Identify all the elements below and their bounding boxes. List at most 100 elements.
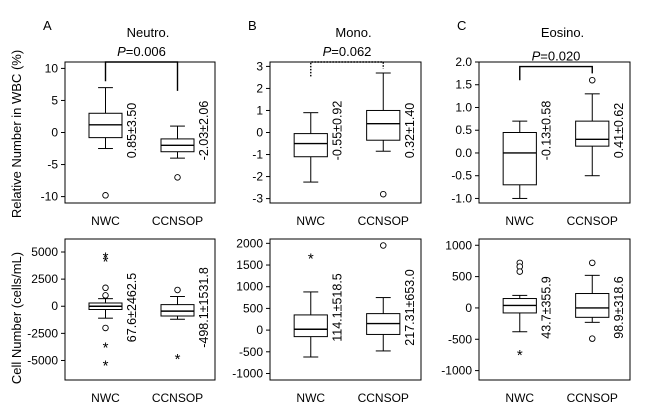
y-tick-label: 1.5 (455, 78, 472, 92)
chart-panel-c-top: -1.0 -0.5 0.0 0.5 1.0 1.5 2.0 NWC CCNSOP C Eosino.… (451, 18, 631, 228)
y-tick-label: -2500 (27, 326, 58, 340)
y-tick-label: 5000 (31, 245, 58, 259)
y-tick-label: 5 (51, 93, 58, 107)
p-value-number: =0.062 (331, 44, 371, 59)
outlier-star: * (103, 339, 109, 356)
plot-frame (269, 238, 422, 381)
panel-letter: B (248, 18, 257, 33)
y-tick-label: 0 (256, 126, 263, 140)
y-tick-label: -3 (252, 192, 263, 206)
x-category-label: NWC (296, 391, 325, 405)
chart-panel-c-bottom: -1000 -500 0 500 1000 NWC CCNSOP * 43.7±355.9 98.… (441, 238, 631, 405)
box-nwc: * 114.1±518.5 (293, 250, 344, 358)
y-tick-label: 500 (452, 270, 472, 284)
x-category-label: NWC (91, 214, 120, 228)
box-ccnsop: 0.41±0.62 (575, 76, 626, 177)
box-ccnsop: -2.03±2.06 (160, 101, 211, 181)
bracket-line (310, 61, 384, 77)
y-tick-label: 0 (51, 126, 58, 140)
outlier-circle (102, 292, 109, 299)
y-tick-label: 1.0 (455, 100, 472, 114)
y-tick-label: -5000 (27, 353, 58, 367)
outlier-star: * (103, 358, 109, 375)
y-axis-label-bottom: Cell Number (cells/mL) (9, 252, 24, 384)
iqr-box (575, 120, 610, 147)
y-tick-label: 0.0 (455, 146, 472, 160)
y-axis-label-top: Relative Number in WBC (%) (9, 50, 24, 218)
x-category-label: NWC (505, 391, 534, 405)
box-nwc: -0.55±0.92 (293, 101, 344, 183)
x-category-label: NWC (296, 214, 325, 228)
stat-label: 98.9±318.6 (612, 276, 626, 339)
stat-label: 0.85±3.50 (125, 103, 139, 159)
panel-title: Neutro. (127, 25, 170, 40)
y-tick-label: -10 (41, 190, 59, 204)
bracket-line (104, 61, 179, 91)
y-tick-label: -1.0 (451, 191, 472, 205)
iqr-box (160, 304, 195, 317)
iqr-box (293, 133, 328, 158)
x-category-label: CCNSOP (567, 214, 618, 228)
outlier-star: * (103, 254, 109, 271)
stat-label: 43.7±355.9 (539, 276, 553, 339)
y-tick-label: 1500 (236, 258, 263, 272)
y-tick-label: 0 (256, 323, 263, 337)
stat-label: -0.55±0.92 (330, 101, 344, 161)
y-tick-label: 2 (256, 81, 263, 95)
y-tick-label: -2 (252, 170, 263, 184)
panel-title: Mono. (335, 25, 371, 40)
x-category-label: CCNSOP (152, 391, 203, 405)
panel-letter: A (43, 18, 52, 33)
outlier-star: * (308, 250, 314, 267)
iqr-box (575, 293, 610, 318)
outlier-circle (102, 284, 109, 292)
x-category-label: CCNSOP (152, 214, 203, 228)
y-tick-label: -1 (252, 148, 263, 162)
outlier-circle (174, 286, 181, 294)
y-tick-label: 0.5 (455, 123, 472, 137)
plot-frame (64, 238, 216, 381)
p-value-text: P=0.020 (532, 49, 581, 64)
box-nwc: * 43.7±355.9 (502, 259, 553, 364)
stat-label: 67.6±2462.5 (125, 273, 139, 342)
outlier-star: * (175, 351, 181, 368)
stat-label: -0.13±0.58 (539, 101, 553, 161)
y-tick-label: 1 (256, 103, 263, 117)
iqr-box (293, 314, 328, 338)
y-tick-label: -1000 (232, 366, 263, 380)
p-value-symbol: P (532, 49, 541, 64)
y-tick-label: 1000 (445, 238, 472, 252)
significance-bracket: P=0.062 (310, 44, 384, 77)
y-tick-label: 2000 (236, 236, 263, 250)
y-tick-label: 10 (45, 61, 59, 75)
y-tick-label: 500 (243, 301, 263, 315)
y-tick-label: -1000 (441, 364, 472, 378)
significance-bracket: P=0.020 (519, 49, 593, 81)
y-tick-label: 0 (51, 299, 58, 313)
stat-label: -498.1±1531.8 (197, 267, 211, 348)
outlier-star: * (103, 249, 109, 266)
y-tick-label: -500 (239, 345, 263, 359)
plot-frame (478, 61, 631, 204)
outlier-circle (589, 76, 596, 84)
iqr-box (502, 132, 537, 186)
outlier-circle (589, 259, 596, 267)
stat-label: 0.41±0.62 (612, 103, 626, 159)
p-value-text: P=0.006 (117, 44, 166, 59)
box-ccnsop: * -498.1±1531.8 (160, 267, 211, 368)
outlier-circle (102, 324, 109, 332)
y-tick-label: 0 (465, 301, 472, 315)
x-category-label: NWC (505, 214, 534, 228)
chart-panel-b-bottom: -1000 -500 0 500 1000 1500 2000 NWC CCNSOP * 114.1… (232, 236, 422, 405)
outlier-circle (589, 335, 596, 342)
bracket-line (519, 65, 593, 81)
outlier-circle (516, 268, 524, 275)
box-ccnsop: 98.9±318.6 (575, 259, 626, 342)
y-tick-label: -500 (448, 332, 472, 346)
y-tick-label: 2500 (31, 272, 58, 286)
p-value-symbol: P (117, 44, 126, 59)
chart-panel-a-top: -10 -5 0 5 10 NWC CCNSOP A Neutro. 0.85±3.50 -2.03… (41, 18, 216, 228)
iqr-box (366, 109, 401, 141)
